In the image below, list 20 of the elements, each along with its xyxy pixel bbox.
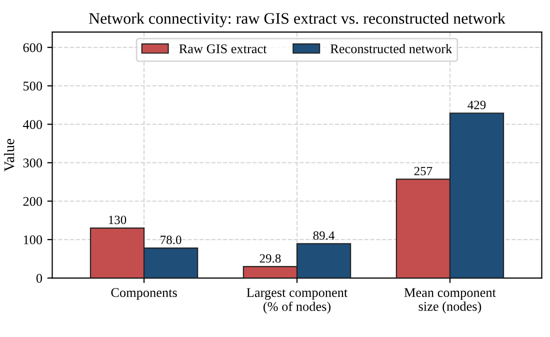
x-tick-label: Largest component (% of nodes) [246, 288, 348, 314]
y-tick-label: 100 [24, 235, 42, 244]
x-tick-label: Mean component size (nodes) [404, 288, 496, 314]
x-tick-label: Components [111, 288, 177, 300]
legend-label: Raw GIS extract [179, 44, 267, 54]
y-tick-label: 600 [23, 43, 42, 52]
data-label: 429 [468, 100, 486, 110]
data-label: 130 [108, 216, 126, 224]
y-tick-label: 0 [36, 274, 42, 283]
data-label: 89.4 [313, 231, 335, 240]
y-axis-title: Value [4, 138, 14, 172]
legend-label: Reconstructed network [330, 44, 452, 54]
y-tick-label: 500 [24, 82, 42, 91]
y-tick-label: 400 [22, 120, 42, 129]
data-label: 78.0 [160, 236, 182, 244]
data-label: 257 [414, 166, 432, 176]
data-label: 29.8 [260, 254, 281, 263]
y-tick-label: 200 [23, 196, 42, 206]
chart-title: Network connectivity: raw GIS extract vs. reconstructed network [89, 12, 506, 28]
y-tick-label: 300 [23, 158, 42, 168]
